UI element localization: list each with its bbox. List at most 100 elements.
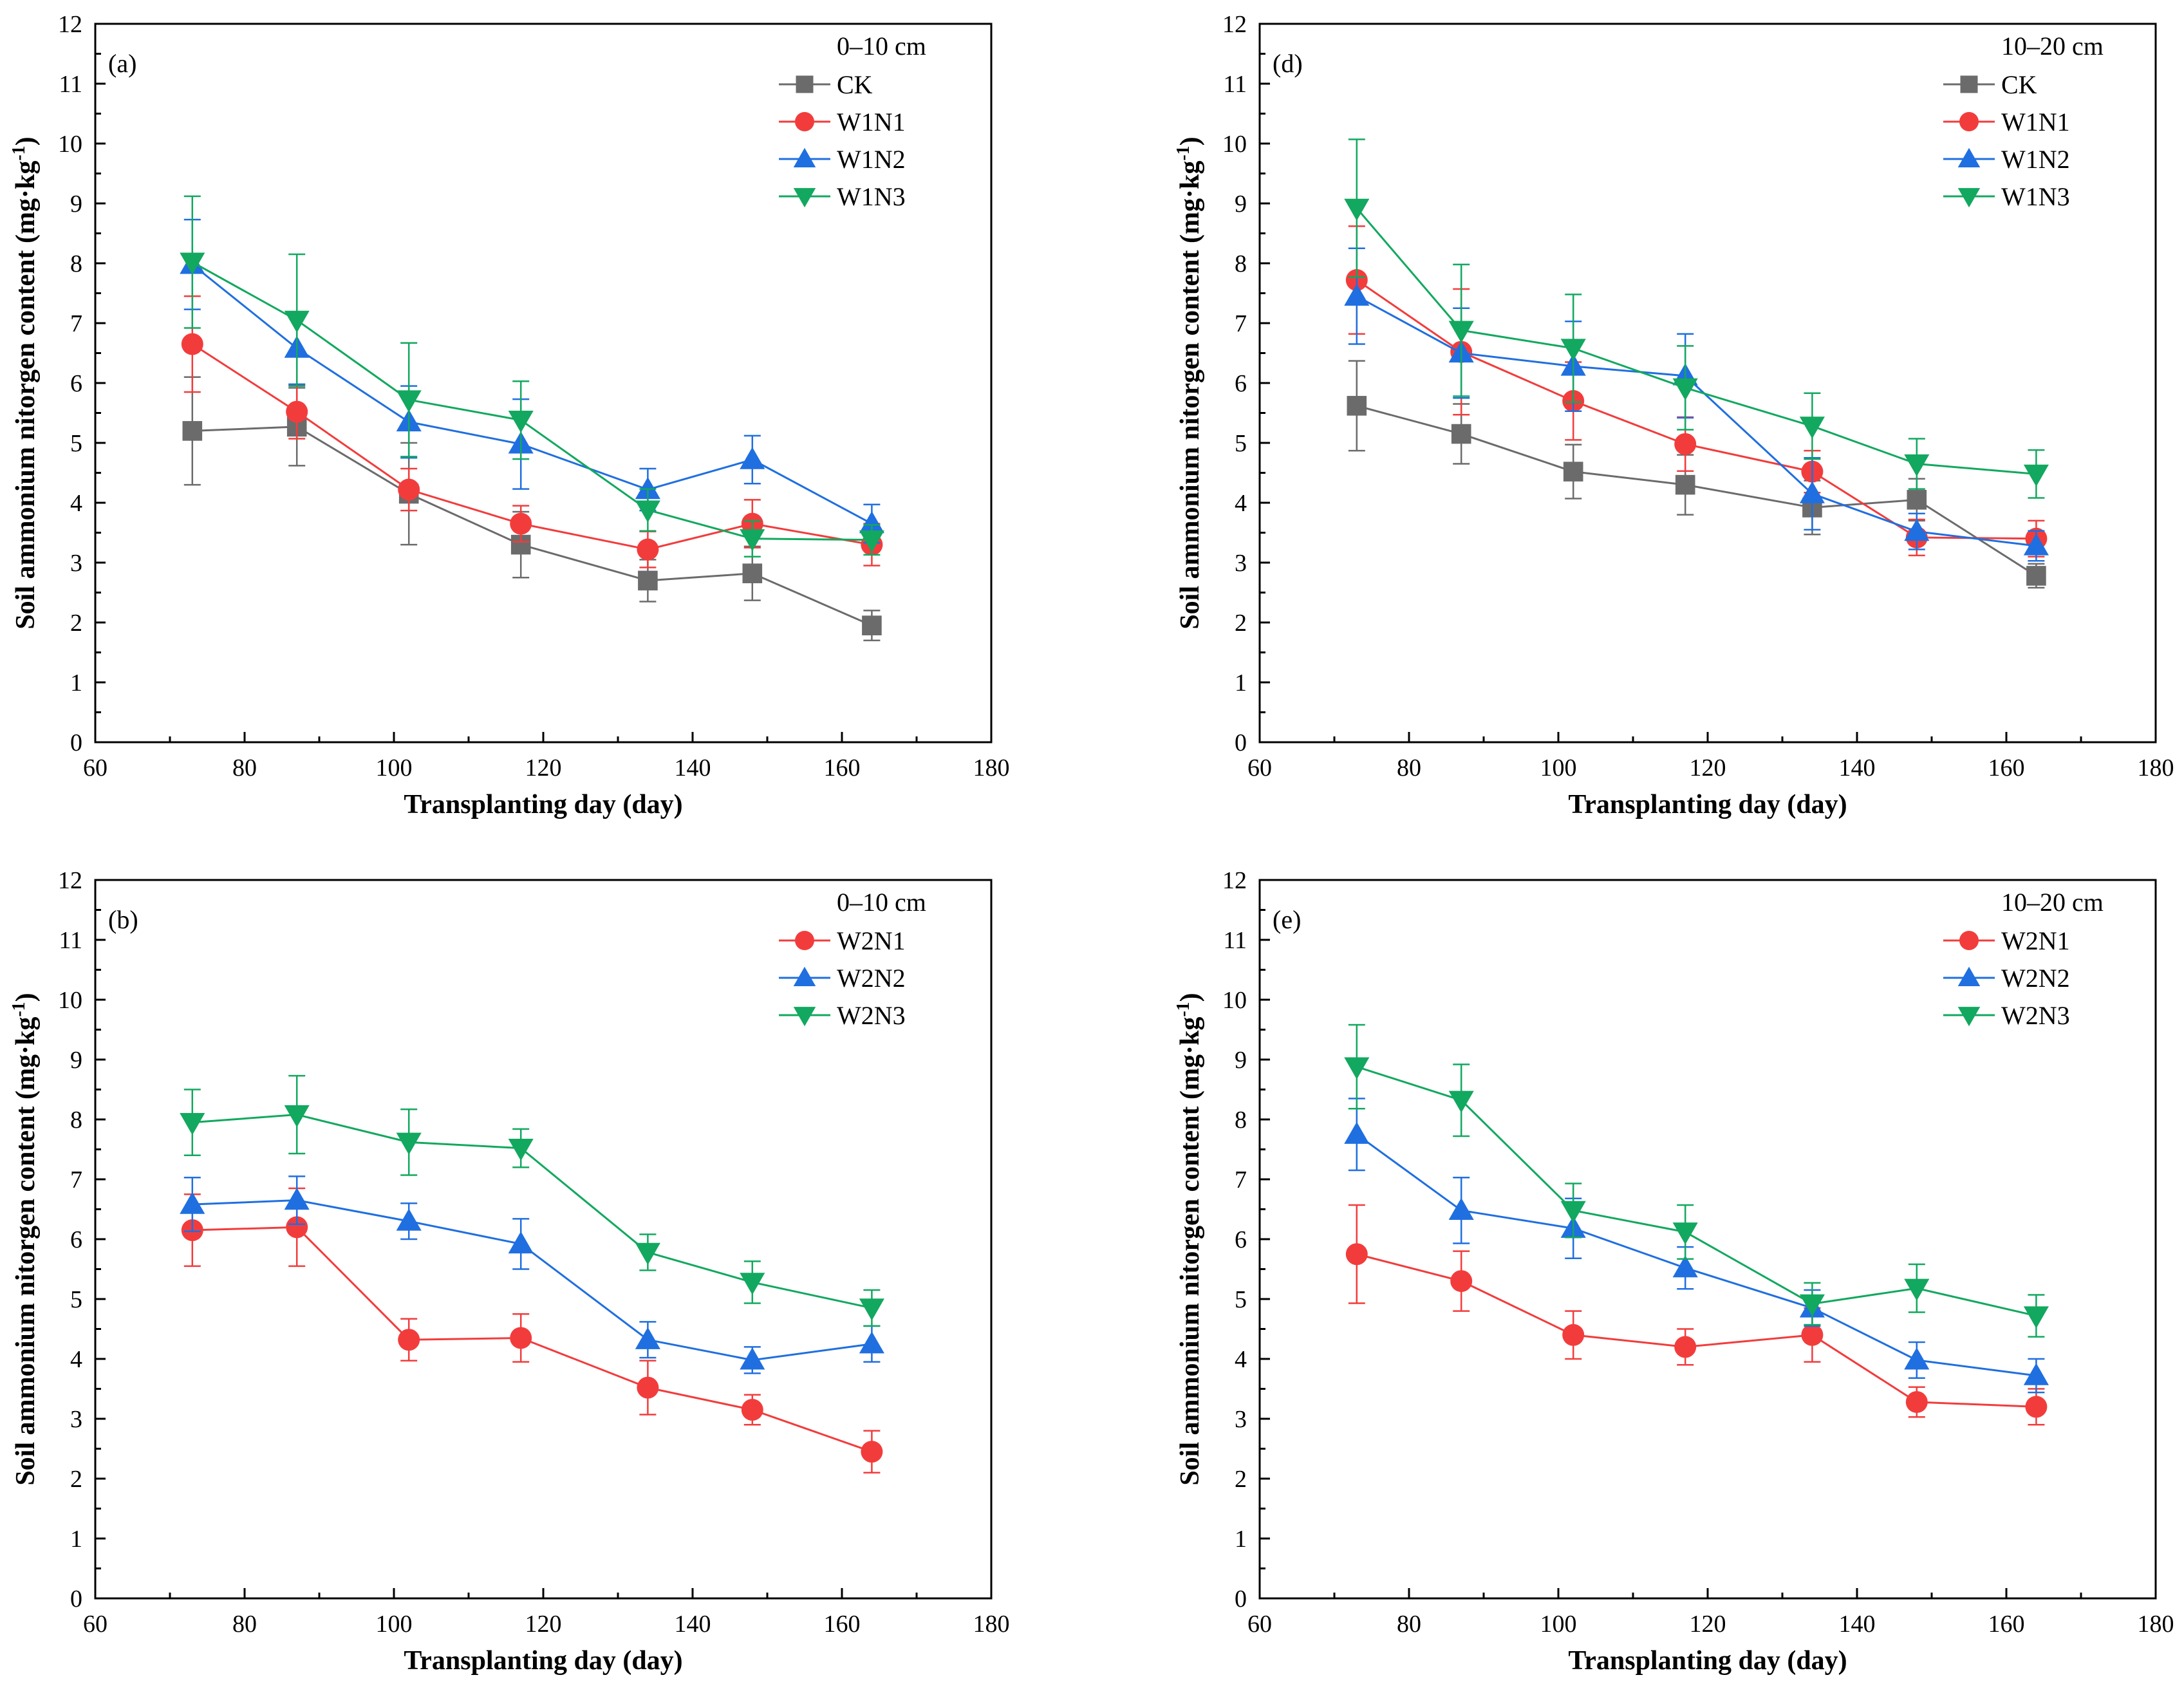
- legend-marker: [795, 931, 814, 950]
- data-point: [510, 512, 532, 535]
- y-tick-label: 5: [1235, 430, 1247, 457]
- x-tick-label: 120: [525, 754, 562, 781]
- data-point: [508, 1138, 534, 1161]
- y-tick-label: 2: [70, 610, 82, 637]
- x-tick-label: 140: [675, 754, 711, 781]
- y-axis-title-ylabel-end: ): [1175, 993, 1205, 1002]
- legend-item-w2n1: W2N1: [779, 926, 906, 955]
- x-tick-label: 140: [675, 1611, 711, 1638]
- y-tick-label: 1: [1235, 1526, 1247, 1553]
- legend-label: W1N1: [837, 108, 906, 136]
- x-axis-title: Transplanting day (day): [1568, 790, 1847, 819]
- data-point: [1560, 339, 1586, 361]
- data-point: [1799, 416, 1825, 439]
- x-axis-title: Transplanting day (day): [404, 1646, 682, 1676]
- y-tick-label: 4: [1235, 490, 1247, 517]
- y-tick-label: 8: [1235, 250, 1247, 277]
- x-tick-label: 80: [232, 1611, 257, 1638]
- data-point: [859, 530, 884, 553]
- legend-label: W2N3: [837, 1001, 906, 1030]
- data-point: [1344, 1057, 1370, 1080]
- depth-label: 10–20 cm: [2001, 888, 2104, 917]
- y-tick-label: 2: [1235, 610, 1247, 637]
- legend-item-w2n1: W2N1: [1943, 926, 2070, 955]
- y-tick-label: 2: [1235, 1466, 1247, 1493]
- data-point: [1448, 321, 1474, 343]
- legend-marker: [793, 1007, 816, 1027]
- legend-item-w1n1: W1N1: [779, 108, 906, 136]
- x-tick-label: 160: [1988, 754, 2025, 781]
- data-point: [638, 570, 658, 591]
- data-point: [1675, 474, 1695, 495]
- data-point: [508, 410, 534, 433]
- data-point: [1672, 1222, 1698, 1245]
- y-tick-label: 5: [1235, 1286, 1247, 1313]
- data-point: [862, 615, 882, 635]
- data-point: [1562, 1324, 1585, 1346]
- series-w2n3: [1344, 1024, 2049, 1338]
- legend-marker: [1959, 112, 1979, 131]
- data-point: [180, 252, 205, 275]
- series-line: [1356, 1134, 2037, 1377]
- x-tick-label: 100: [376, 1611, 413, 1638]
- series-w1n2: [1344, 247, 2049, 562]
- y-tick-label: 0: [70, 1585, 82, 1613]
- data-point: [637, 1376, 659, 1399]
- x-tick-label: 160: [824, 754, 861, 781]
- x-axis-title: Transplanting day (day): [404, 790, 682, 819]
- y-tick-label: 2: [70, 1466, 82, 1493]
- y-tick-label: 12: [1222, 867, 1247, 894]
- data-point: [180, 1112, 205, 1136]
- chart-panel-e: 60 80 100 120 140 160 1800123456789101112Trans…: [1173, 867, 2174, 1676]
- data-point: [2023, 533, 2049, 556]
- y-tick-label: 1: [70, 1526, 82, 1553]
- y-tick-label: 9: [70, 191, 82, 218]
- data-point: [1904, 519, 1930, 541]
- x-tick-label: 100: [376, 754, 413, 781]
- data-point: [1448, 1197, 1474, 1221]
- data-point: [741, 1399, 763, 1421]
- legend-item-w1n3: W1N3: [1943, 182, 2070, 211]
- y-tick-label: 4: [70, 1346, 82, 1373]
- data-point: [1674, 433, 1697, 455]
- x-tick-label: 80: [1397, 754, 1421, 781]
- depth-label: 0–10 cm: [837, 32, 926, 61]
- data-point: [1560, 1201, 1586, 1223]
- legend-item-w1n2: W1N2: [779, 145, 906, 174]
- data-point: [2023, 1306, 2049, 1329]
- series-line: [1356, 279, 2037, 540]
- data-point: [1907, 490, 1927, 510]
- y-axis-title-ylabel-sup: -1: [9, 145, 29, 160]
- y-axis-title: Soil ammonium nitorgen content (mg·kg-1): [9, 993, 41, 1485]
- x-tick-label: 160: [824, 1611, 861, 1638]
- x-tick-label: 100: [1540, 1611, 1577, 1638]
- panel-label: (b): [108, 905, 138, 934]
- y-tick-label: 9: [1235, 1047, 1247, 1074]
- legend-label: W1N3: [837, 182, 906, 211]
- data-point: [1904, 1347, 1930, 1370]
- series-ck: [1347, 360, 2046, 589]
- y-axis-title-ylabel-end: ): [11, 993, 41, 1002]
- legend-marker: [1957, 966, 1981, 986]
- data-point: [180, 1192, 205, 1214]
- series-w2n3: [180, 1074, 884, 1327]
- y-axis-title: Soil ammonium nitorgen content (mg·kg-1): [1173, 136, 1206, 629]
- series-line: [192, 1226, 872, 1453]
- y-axis-title-ylabel-end: ): [1175, 136, 1205, 145]
- data-point: [1448, 1090, 1474, 1113]
- y-tick-label: 0: [1235, 1585, 1247, 1613]
- x-tick-label: 160: [1988, 1611, 2025, 1638]
- data-point: [1450, 1270, 1473, 1293]
- data-point: [1905, 1390, 1928, 1413]
- series-w1n3: [1344, 138, 2049, 499]
- data-point: [635, 1327, 660, 1349]
- y-axis-title-ylabel-end: ): [11, 136, 41, 145]
- data-point: [1674, 1336, 1697, 1358]
- y-axis-title: Soil ammonium nitorgen content (mg·kg-1): [1173, 993, 1206, 1485]
- data-point: [398, 1329, 420, 1351]
- data-point: [396, 1208, 422, 1231]
- legend-marker: [1959, 931, 1979, 950]
- data-point: [740, 529, 765, 552]
- series-line: [192, 1114, 872, 1309]
